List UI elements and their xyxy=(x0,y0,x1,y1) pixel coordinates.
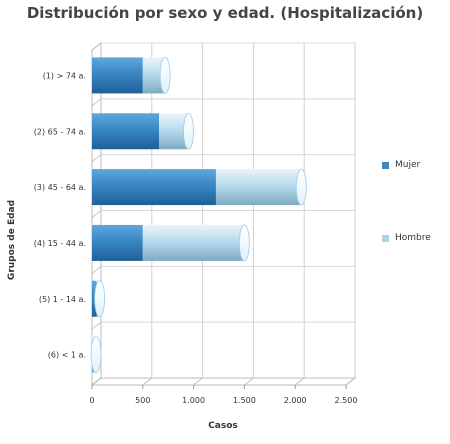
y-tick-label: (5) 1 - 14 a. xyxy=(39,295,86,304)
bar-mujer xyxy=(92,57,143,94)
x-axis-label: Casos xyxy=(208,421,238,431)
bar-end-cap xyxy=(94,280,106,318)
floor-grid-line xyxy=(244,377,254,386)
floor-grid-line xyxy=(142,377,153,386)
bar-mujer xyxy=(92,169,216,206)
side-grid-line xyxy=(91,321,102,330)
bar-end-cap xyxy=(183,112,194,150)
legend-item-mujer[interactable]: Mujer xyxy=(382,160,420,170)
bar-hombre xyxy=(215,169,302,206)
bar-hombre xyxy=(142,224,245,261)
bar-end-cap xyxy=(295,168,307,206)
plot-floor xyxy=(90,377,357,386)
chart-title: Distribución por sexo y edad. (Hospitali… xyxy=(26,4,424,22)
bar-end-cap xyxy=(159,57,171,94)
side-grid-line xyxy=(91,154,102,163)
y-tick-label: (4) 15 - 44 a. xyxy=(34,239,86,248)
y-tick-label: (3) 45 - 64 a. xyxy=(34,183,86,192)
legend-swatch-mujer xyxy=(382,161,389,169)
legend-swatch-hombre xyxy=(382,234,389,242)
side-grid-line xyxy=(91,210,102,218)
bar-end-cap xyxy=(238,224,250,262)
x-tick-label: 1.500 xyxy=(233,396,256,405)
legend-item-hombre[interactable]: Hombre xyxy=(382,233,431,243)
x-tick-label: 0 xyxy=(89,396,94,405)
bar-mujer xyxy=(92,224,143,261)
x-tick-label: 2.500 xyxy=(335,396,358,405)
x-tick-label: 2.000 xyxy=(284,396,307,405)
floor-grid-line xyxy=(193,377,203,386)
side-grid-line xyxy=(91,98,102,107)
floor-grid-line xyxy=(294,377,305,386)
legend-label-mujer: Mujer xyxy=(395,160,421,170)
bar-end-cap xyxy=(90,336,102,373)
bar-hombre xyxy=(142,57,166,94)
y-axis-label: Grupos de Edad xyxy=(7,199,17,281)
side-grid-line xyxy=(91,265,102,274)
x-tick-label: 500 xyxy=(135,396,150,405)
y-tick-label: (2) 65 - 74 a. xyxy=(34,127,86,136)
y-tick-label: (6) < 1 a. xyxy=(48,351,86,360)
y-tick-label: (1) > 74 a. xyxy=(43,71,86,80)
legend-label-hombre: Hombre xyxy=(395,233,431,243)
bar-mujer xyxy=(92,113,160,150)
x-tick-label: 1.000 xyxy=(182,396,205,405)
